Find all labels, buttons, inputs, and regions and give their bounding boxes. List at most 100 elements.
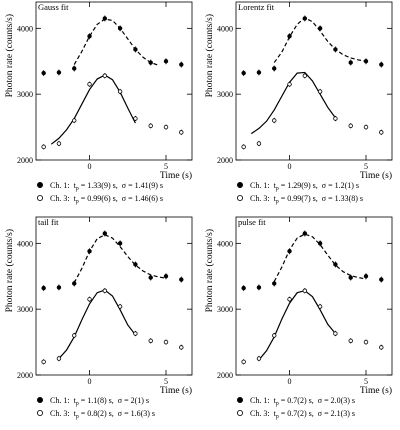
y-tick-label: 3000 (17, 90, 33, 99)
data-point (133, 116, 138, 121)
legend-marker (237, 409, 244, 416)
legend-subscript: p (76, 401, 79, 407)
data-point (302, 73, 308, 78)
data-point (256, 70, 262, 75)
data-point (333, 262, 338, 267)
y-tick-label: 2000 (17, 156, 33, 165)
y-tick-label: 3000 (217, 90, 233, 99)
x-tick-label: 5 (164, 377, 168, 386)
data-point (133, 331, 138, 336)
fit-curve (50, 74, 136, 145)
legend-subscript: p (76, 186, 79, 192)
y-axis-title: Photon rate (counts/s) (204, 14, 215, 97)
y-tick-label: 4000 (217, 239, 233, 248)
fit-curve (258, 290, 336, 361)
legend-marker (37, 181, 44, 188)
data-point (272, 66, 277, 71)
panel: 2000 3000 4000 0 5 Gauss fit Time (s) Photon ra… (4, 1, 193, 205)
legend-symbol: t (274, 396, 277, 405)
data-point (348, 123, 353, 128)
data-point (302, 288, 308, 293)
legend-text: = 1.1(8) s, σ = 2(1) s (79, 396, 149, 405)
panel-title: Gauss fit (38, 2, 69, 12)
legend-entry: Ch. 3: tp = 0.8(2) s, σ = 1.6(3) s (50, 409, 155, 420)
y-tick-label: 4000 (17, 24, 33, 33)
legend-symbol: t (74, 194, 77, 203)
data-point (72, 118, 77, 123)
data-point (287, 82, 292, 87)
legend-text: = 0.99(7) s, σ = 1.33(8) s (279, 194, 363, 203)
fit-curve (273, 17, 367, 63)
data-point (117, 241, 123, 246)
data-point (163, 274, 169, 279)
data-point (272, 281, 277, 286)
legend-symbol: t (274, 181, 277, 190)
y-tick-label: 4000 (17, 239, 33, 248)
data-point (117, 304, 123, 309)
x-tick-label: 0 (288, 162, 292, 171)
data-point (363, 274, 369, 279)
data-point (163, 124, 169, 130)
y-tick-label: 2000 (217, 156, 233, 165)
data-point (148, 275, 153, 280)
data-point (302, 231, 308, 236)
fit-curve (250, 71, 336, 135)
data-point (133, 47, 138, 52)
data-point (41, 285, 46, 291)
data-point (102, 231, 108, 236)
data-point (363, 124, 369, 130)
data-point (241, 144, 246, 150)
legend-name: Ch. 3: (50, 194, 70, 203)
panel-title: Lorentz fit (238, 2, 275, 12)
plot-frame (35, 1, 193, 161)
y-tick-label: 2000 (17, 371, 33, 380)
legend-name: Ch. 3: (250, 194, 270, 203)
data-point (56, 141, 62, 146)
data-point (241, 285, 246, 291)
data-point (256, 285, 262, 290)
data-point (379, 345, 384, 350)
data-point (179, 345, 184, 350)
data-point (102, 16, 108, 21)
y-tick-label: 3000 (17, 305, 33, 314)
data-point (163, 59, 169, 64)
data-point (241, 359, 246, 365)
legend-text: = 0.7(2) s, σ = 2.1(3) s (279, 409, 355, 418)
legend-marker (37, 194, 44, 201)
data-point (56, 285, 62, 290)
data-point (287, 34, 292, 39)
x-axis-title: Time (s) (360, 385, 392, 396)
data-point (133, 262, 138, 267)
legend-name: Ch. 1: (50, 396, 70, 405)
legend-text: = 0.8(2) s, σ = 1.6(3) s (79, 409, 155, 418)
plot-frame (235, 216, 393, 376)
legend-marker (237, 194, 244, 201)
legend-subscript: p (276, 199, 279, 205)
panel: 2000 3000 4000 0 5 tail fit Time (s) Photon rat… (4, 216, 193, 420)
x-tick-label: 5 (364, 377, 368, 386)
data-point (179, 277, 184, 282)
data-point (179, 62, 184, 67)
data-point (87, 82, 92, 87)
x-tick-label: 0 (288, 377, 292, 386)
panel: 2000 3000 4000 0 5 pulse fit Time (s) Photon ra… (204, 216, 393, 420)
data-point (241, 70, 246, 76)
data-point (163, 339, 169, 345)
data-point (317, 241, 323, 246)
data-point (72, 66, 77, 71)
data-point (56, 70, 62, 75)
legend-entry: Ch. 3: tp = 0.7(2) s, σ = 2.1(3) s (250, 409, 355, 420)
data-point (272, 118, 277, 123)
y-axis-title: Photon rate (counts/s) (4, 229, 15, 312)
data-point (117, 89, 123, 94)
legend-text: = 0.7(2) s, σ = 2.0(3) s (279, 396, 355, 405)
data-point (363, 339, 369, 345)
x-axis-title: Time (s) (160, 385, 192, 396)
plot-frame (235, 1, 393, 161)
data-point (256, 141, 262, 146)
data-point (41, 70, 46, 76)
legend-subscript: p (76, 199, 79, 205)
legend-entry: Ch. 3: tp = 0.99(7) s, σ = 1.33(8) s (250, 194, 363, 205)
legend-marker (237, 396, 244, 403)
